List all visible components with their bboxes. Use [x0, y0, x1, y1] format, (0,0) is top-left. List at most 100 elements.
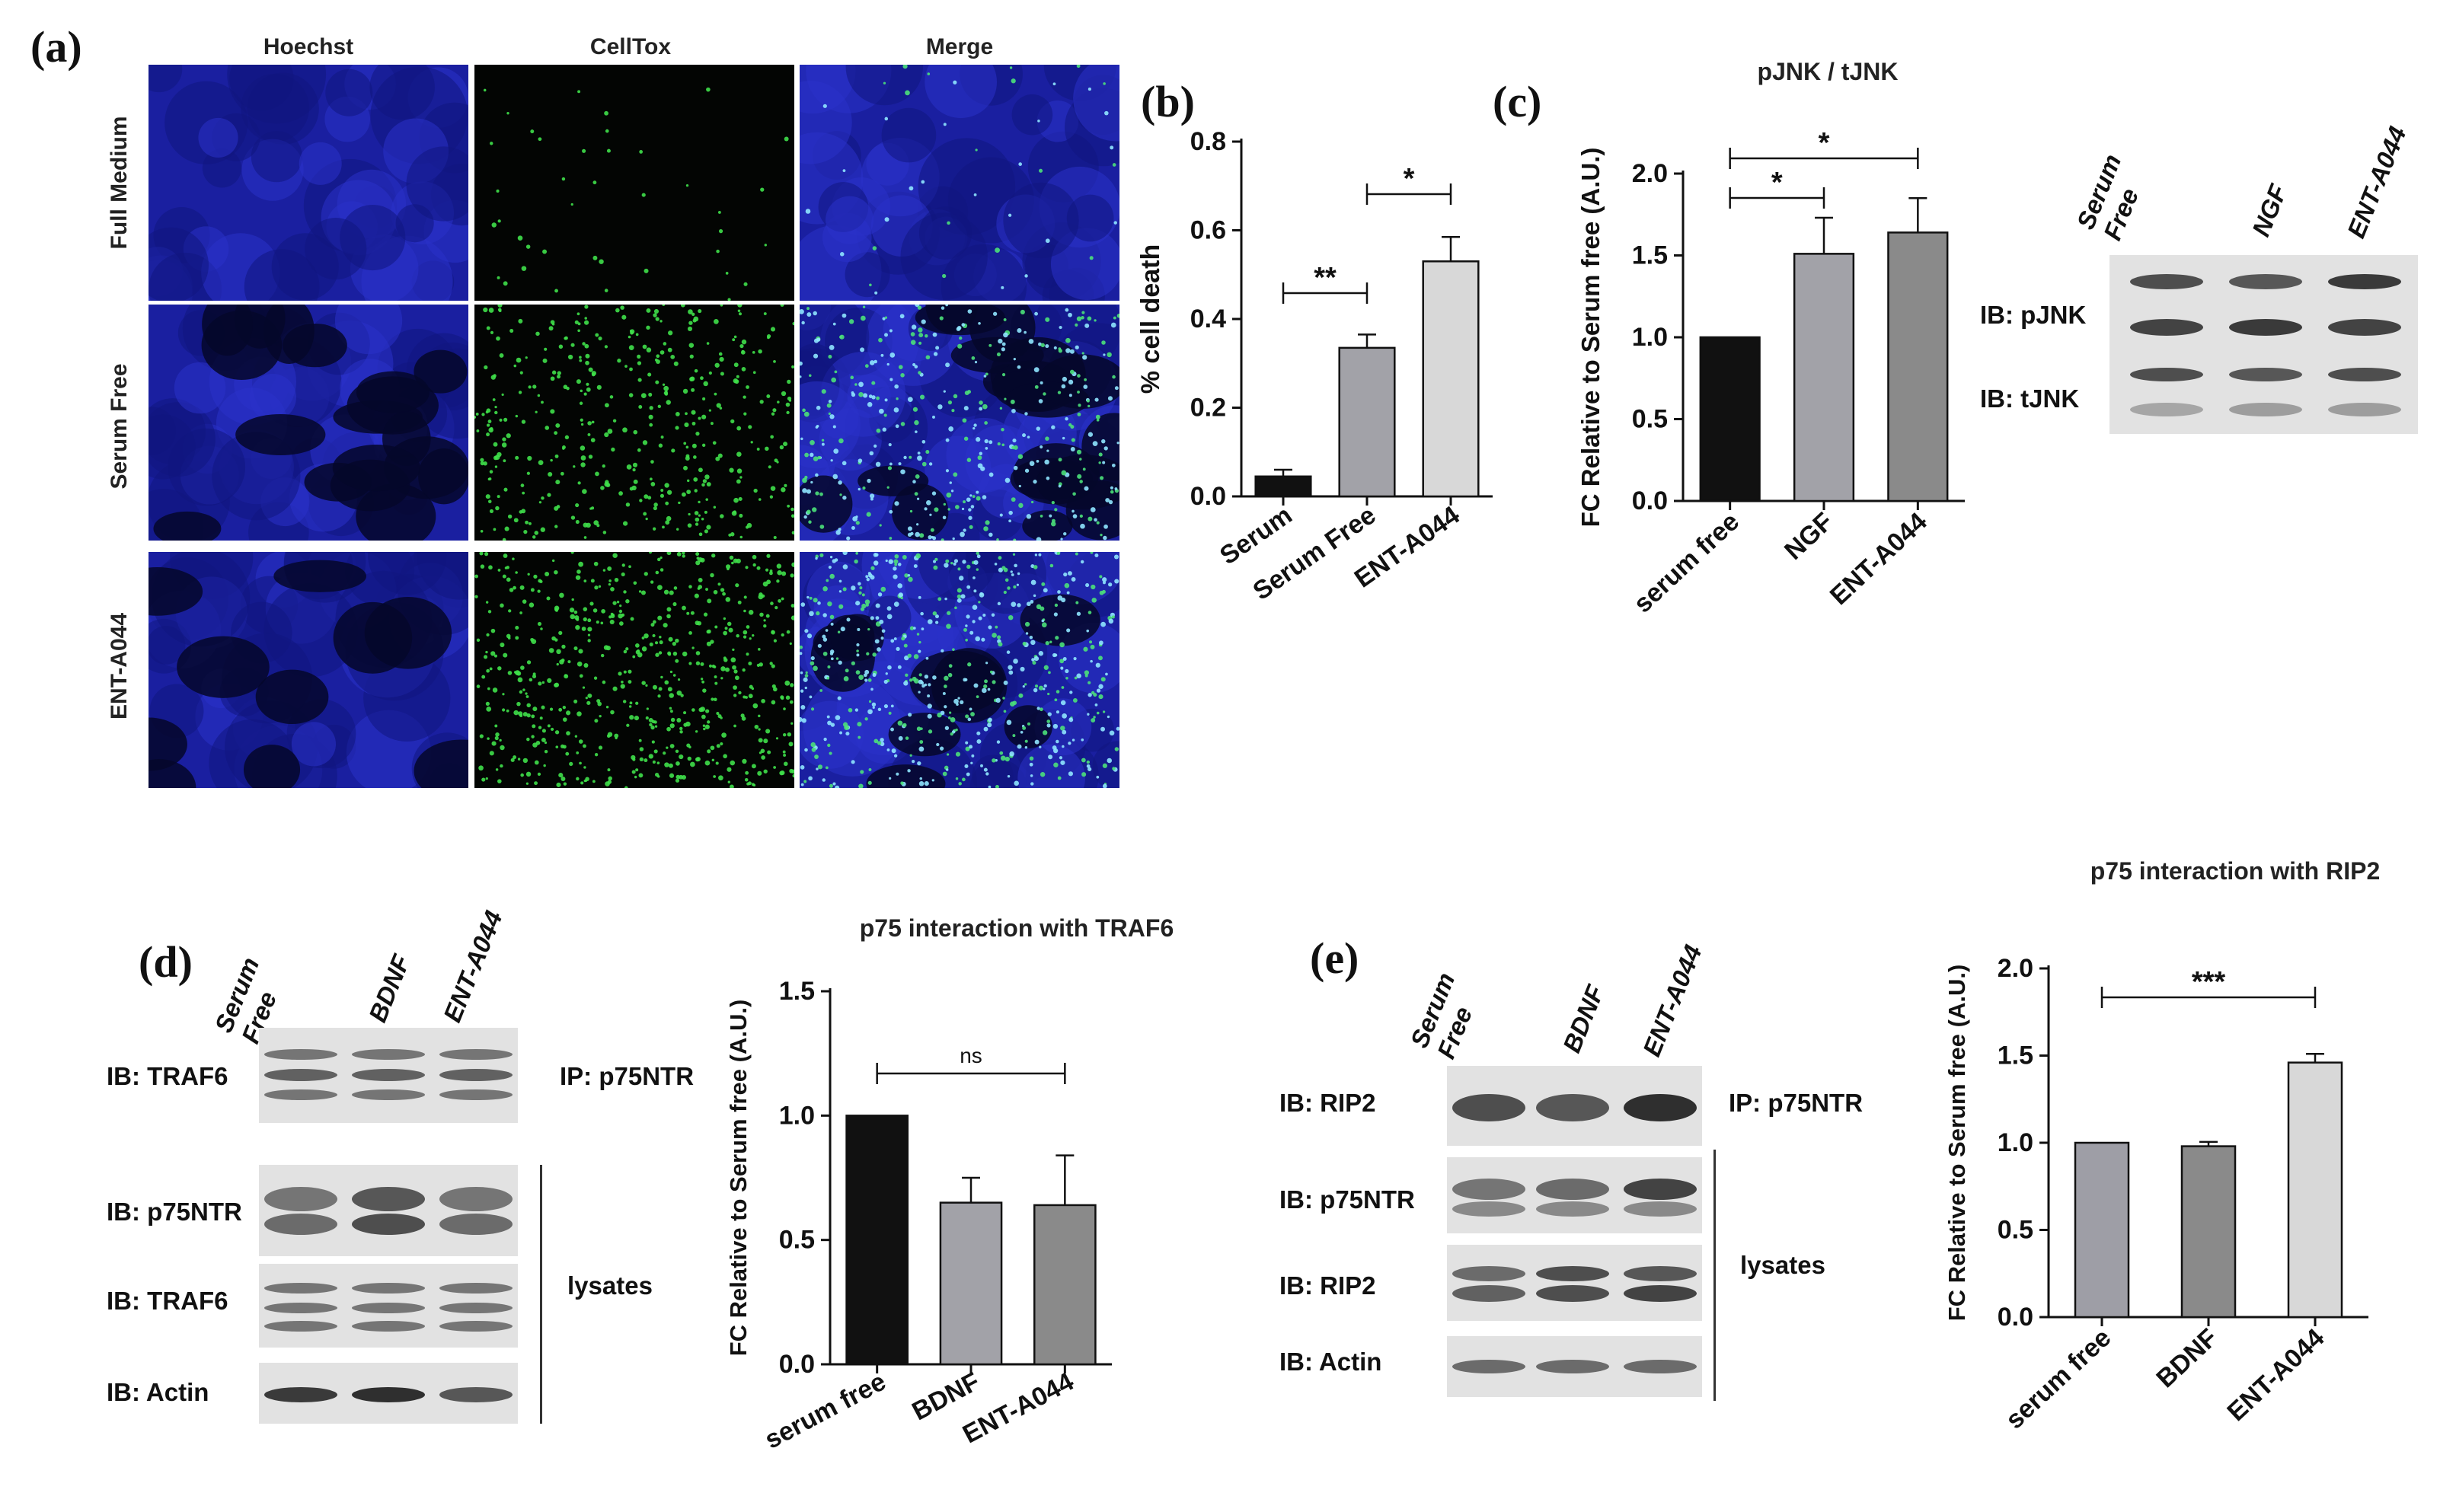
micrograph-r2-c1 [474, 552, 794, 788]
y-tick-label: 0.5 [1998, 1216, 2033, 1245]
panel-b-label: (b) [1141, 77, 1195, 126]
blot-e-lysates-bracket [1703, 1150, 1716, 1401]
panel-a-label: (a) [30, 22, 82, 72]
y-tick-label: 0.5 [1632, 405, 1668, 434]
blot-d-lysates-label: lysates [567, 1271, 653, 1300]
y-tick-label: 1.0 [1632, 323, 1668, 352]
chart-c: pJNK / tJNK FC Relative to Serum free (A.… [1576, 58, 1965, 618]
panel-c-label: (c) [1493, 77, 1542, 126]
y-tick-label: 0.2 [1190, 394, 1226, 423]
y-tick-label: 0.0 [1190, 482, 1226, 511]
y-tick-label: 1.5 [1998, 1041, 2033, 1070]
blot-e-ip-label: IP: p75NTR [1729, 1089, 1864, 1117]
column-header-hoechst: Hoechst [263, 34, 354, 59]
bar-serum-free [1338, 346, 1396, 498]
blot-c-pjnk [2109, 255, 2418, 358]
blot-d-row-label-traf6: IB: TRAF6 [107, 1287, 228, 1315]
blot-e-rip2 [1447, 1245, 1702, 1321]
y-axis-label: FC Relative to Serum free (A.U.) [1576, 148, 1605, 528]
blot-d-row-label-actin: IB: Actin [107, 1378, 209, 1406]
y-tick-label: 2.0 [1998, 954, 2033, 983]
blot-d-lane-ent-a044: ENT-A044 [437, 906, 508, 1026]
x-tick-label: serum free [760, 1367, 890, 1455]
blot-c-tjnk [2109, 358, 2418, 434]
bar-bdnf [2180, 1145, 2237, 1319]
row-header-full-medium: Full Medium [107, 116, 132, 250]
blot-d-lysates-bracket [529, 1165, 542, 1424]
bar-ent-a044 [1422, 260, 1480, 498]
micrograph-r1-c1 [474, 305, 794, 541]
blot-d-traf6-ip [259, 1028, 518, 1123]
blot-d-lane-bdnf: BDNF [362, 950, 416, 1026]
row-header-ent-a044: ENT-A044 [107, 612, 132, 720]
chart-title: p75 interaction with TRAF6 [860, 914, 1174, 942]
y-axis-label: FC Relative to Serum free (A.U.) [725, 1000, 752, 1357]
panel-d-label: (d) [139, 937, 193, 987]
panel-e-label: (e) [1310, 933, 1359, 983]
blot-e-p75ntr [1447, 1157, 1702, 1233]
blot-d-p75ntr [259, 1165, 518, 1256]
bar-ent-a044 [1033, 1204, 1097, 1366]
blot-d-actin [259, 1363, 518, 1424]
blot-e-lane-ent-a044: ENT-A044 [1637, 940, 1707, 1061]
chart-title: p75 interaction with RIP2 [2090, 857, 2381, 885]
row-header-serum-free: Serum Free [107, 363, 132, 490]
bar-serum-free [845, 1115, 909, 1366]
chart-e: p75 interaction with RIP2 FC Relative to … [1943, 857, 2381, 1434]
blot-e-lane-bdnf: BDNF [1557, 981, 1610, 1057]
column-header-merge: Merge [925, 34, 994, 59]
bar-bdnf [939, 1201, 1003, 1366]
bar-ngf [1793, 253, 1855, 502]
y-tick-label: 1.5 [779, 977, 815, 1006]
x-tick-label: ENT-A044 [1825, 507, 1933, 611]
blot-c-lane-ent-a044: ENT-A044 [2341, 122, 2412, 242]
y-tick-label: 1.0 [779, 1101, 815, 1130]
x-tick-label: ENT-A044 [2221, 1323, 2330, 1427]
y-tick-label: 0.0 [1632, 486, 1668, 515]
bar-ent-a044 [2287, 1061, 2343, 1319]
y-tick-label: 0.4 [1190, 305, 1226, 333]
micrograph-r1-c2 [800, 305, 1119, 541]
blot-d-row-label-traf6-ip: IB: TRAF6 [107, 1062, 228, 1090]
blot-d-row-label-p75ntr: IB: p75NTR [107, 1198, 242, 1226]
blot-c-row-label-tjnk: IB: tJNK [1980, 384, 2080, 413]
chart-d: p75 interaction with TRAF6 FC Relative to… [725, 914, 1174, 1455]
blot-c-lane-serum-free: Serum Free [2071, 150, 2145, 244]
blot-d-traf6 [259, 1264, 518, 1348]
x-tick-label: NGF [1779, 507, 1838, 566]
y-axis-label: FC Relative to Serum free (A.U.) [1943, 965, 1970, 1322]
micrograph-r0-c2 [800, 65, 1119, 301]
bar-serum-free [1699, 336, 1761, 502]
blot-e-row-label-rip2: IB: RIP2 [1279, 1271, 1376, 1300]
y-axis-label: % cell death [1136, 244, 1165, 394]
blot-e-row-label-rip2-ip: IB: RIP2 [1279, 1089, 1376, 1117]
micrograph-r1-c0 [149, 305, 468, 541]
significance-label: ** [1314, 262, 1337, 294]
y-tick-label: 2.0 [1632, 159, 1668, 188]
significance-label: *** [2192, 966, 2226, 998]
x-tick-label: BDNF [2151, 1323, 2223, 1393]
blot-e-row-label-actin: IB: Actin [1279, 1348, 1382, 1376]
micrograph-r2-c0 [149, 552, 468, 788]
blot-e-row-label-p75ntr: IB: p75NTR [1279, 1185, 1415, 1214]
micrograph-r0-c1 [474, 65, 794, 301]
y-tick-label: 0.0 [1998, 1303, 2033, 1332]
y-tick-label: 0.0 [779, 1350, 815, 1379]
y-tick-label: 0.6 [1190, 216, 1226, 245]
blot-d-ip-label: IP: p75NTR [560, 1062, 695, 1090]
column-header-celltox: CellTox [589, 34, 672, 59]
micrograph-r0-c0 [149, 65, 468, 301]
significance-label: * [1771, 167, 1783, 199]
significance-label: ns [960, 1044, 982, 1067]
blot-e-rip2-ip [1447, 1066, 1702, 1146]
blot-c-row-label-pjnk: IB: pJNK [1980, 301, 2087, 329]
blot-e-lane-serum-free: Serum Free [1404, 968, 1478, 1063]
bar-serum [1254, 475, 1312, 498]
bar-serum-free [2074, 1141, 2130, 1319]
y-tick-label: 0.8 [1190, 127, 1226, 156]
x-tick-label: serum free [2000, 1323, 2116, 1434]
blot-e-lysates-label: lysates [1740, 1251, 1825, 1279]
y-tick-label: 0.5 [779, 1226, 815, 1255]
significance-label: * [1404, 163, 1415, 195]
